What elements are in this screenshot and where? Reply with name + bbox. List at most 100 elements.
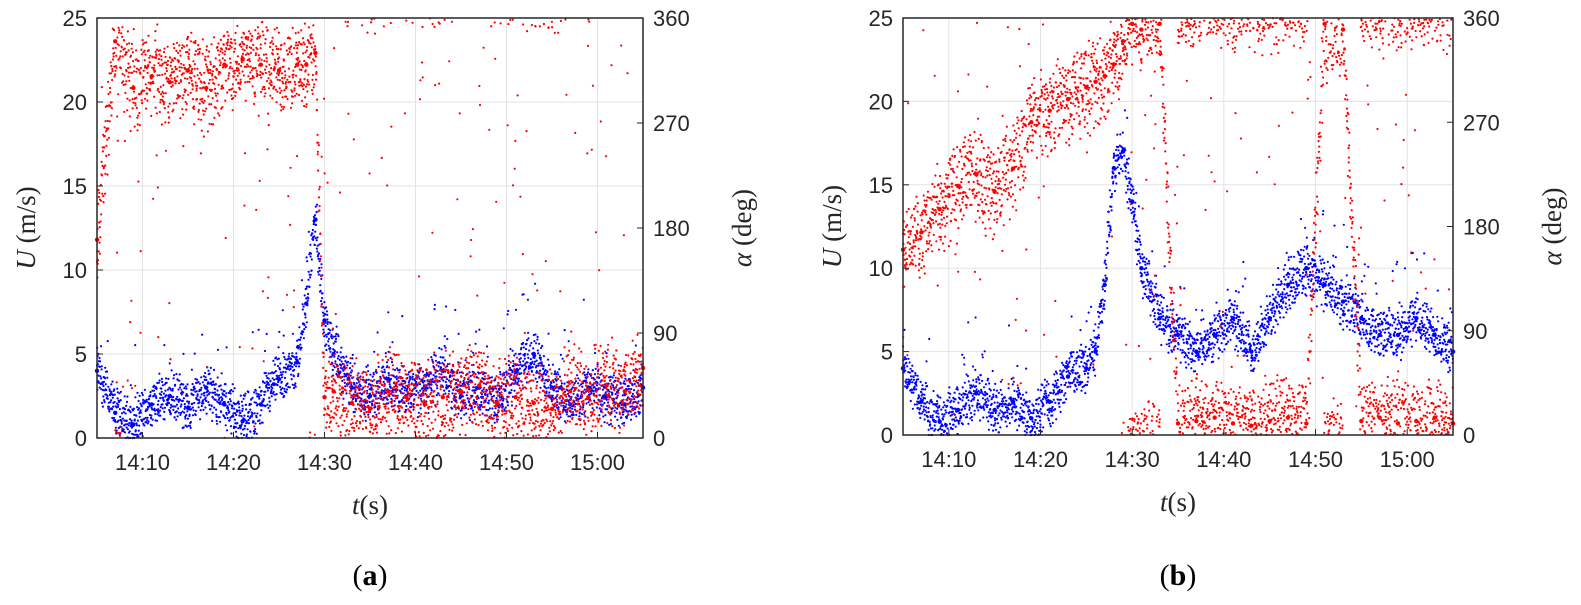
wind-direction-point xyxy=(234,91,238,94)
wind-direction-point xyxy=(564,18,567,21)
wind-speed-point xyxy=(113,400,116,404)
wind-direction-point xyxy=(162,50,166,54)
wind-direction-point xyxy=(466,391,469,394)
wind-direction-point xyxy=(549,394,553,397)
wind-speed-point xyxy=(549,384,552,387)
wind-speed-point xyxy=(405,387,409,391)
wind-speed-point xyxy=(632,389,636,392)
wind-direction-point xyxy=(478,366,481,369)
wind-speed-point xyxy=(339,351,342,354)
wind-speed-point xyxy=(571,407,574,410)
wind-direction-point xyxy=(152,75,155,78)
wind-direction-point xyxy=(466,380,469,384)
wind-direction-point xyxy=(322,352,325,355)
wind-direction-point xyxy=(284,74,287,77)
wind-direction-point xyxy=(451,429,454,432)
wind-speed-point xyxy=(307,297,310,300)
wind-direction-point xyxy=(308,56,311,59)
wind-speed-point xyxy=(222,415,226,418)
wind-direction-point xyxy=(555,375,558,378)
wind-speed-point xyxy=(514,352,517,355)
wind-direction-point xyxy=(99,236,102,239)
wind-speed-point xyxy=(100,401,104,404)
wind-direction-point xyxy=(551,26,554,29)
wind-direction-point xyxy=(297,56,300,60)
wind-direction-point xyxy=(491,427,494,430)
wind-speed-point xyxy=(314,223,318,226)
wind-direction-point xyxy=(393,385,396,389)
wind-direction-point xyxy=(557,417,560,420)
wind-direction-point xyxy=(258,179,261,182)
wind-direction-point xyxy=(481,406,484,409)
wind-direction-point xyxy=(184,89,187,92)
wind-direction-point xyxy=(365,373,368,376)
wind-speed-point xyxy=(436,387,439,390)
wind-direction-point xyxy=(438,368,441,372)
wind-speed-point xyxy=(433,381,436,384)
wind-speed-point xyxy=(273,378,276,381)
wind-direction-point xyxy=(180,46,184,50)
wind-speed-point xyxy=(181,399,184,402)
wind-direction-point xyxy=(425,435,428,438)
wind-direction-point xyxy=(489,381,492,384)
wind-speed-point xyxy=(218,416,221,419)
wind-direction-point xyxy=(100,174,104,177)
wind-direction-point xyxy=(171,68,174,71)
wind-speed-point xyxy=(527,356,530,359)
wind-direction-point xyxy=(370,426,373,429)
wind-direction-point xyxy=(264,42,267,45)
wind-direction-point xyxy=(538,391,541,394)
wind-direction-point xyxy=(379,392,382,395)
wind-direction-point xyxy=(261,290,264,293)
wind-direction-point xyxy=(162,84,165,87)
wind-direction-point xyxy=(315,109,318,112)
wind-speed-point xyxy=(557,406,560,409)
wind-direction-point xyxy=(441,415,444,418)
wind-speed-point xyxy=(130,423,133,426)
wind-direction-point xyxy=(457,407,460,410)
wind-speed-point xyxy=(427,395,430,398)
wind-direction-point xyxy=(272,42,275,46)
wind-speed-point xyxy=(364,419,367,422)
wind-direction-point xyxy=(301,82,304,85)
wind-speed-point xyxy=(158,372,161,375)
wind-speed-point xyxy=(149,394,152,397)
wind-speed-point xyxy=(185,387,188,390)
wind-direction-point xyxy=(314,48,317,51)
wind-direction-point xyxy=(291,90,294,93)
wind-direction-point xyxy=(314,53,317,56)
wind-direction-point xyxy=(179,54,182,57)
wind-direction-point xyxy=(294,83,297,86)
wind-direction-point xyxy=(477,408,480,411)
wind-direction-point xyxy=(274,67,277,70)
wind-direction-point xyxy=(335,405,338,408)
wind-direction-point xyxy=(460,375,463,378)
wind-direction-point xyxy=(120,32,123,35)
wind-direction-point xyxy=(296,58,299,62)
wind-direction-point xyxy=(573,343,576,346)
wind-direction-point xyxy=(303,22,306,25)
wind-speed-point xyxy=(634,344,638,347)
wind-speed-point xyxy=(341,379,344,382)
wind-direction-point xyxy=(199,71,202,74)
wind-direction-point xyxy=(574,396,578,399)
wind-direction-point xyxy=(295,51,298,54)
wind-speed-point xyxy=(204,396,207,399)
wind-direction-point xyxy=(351,365,354,368)
wind-direction-point xyxy=(576,361,579,365)
wind-speed-point xyxy=(255,432,258,435)
wind-direction-point xyxy=(361,427,364,431)
wind-speed-point xyxy=(146,422,149,425)
wind-direction-point xyxy=(167,111,170,114)
wind-direction-point xyxy=(115,381,118,384)
wind-direction-point xyxy=(373,378,376,381)
wind-speed-point xyxy=(370,386,373,389)
wind-speed-point xyxy=(443,359,447,362)
wind-speed-point xyxy=(241,409,244,412)
wind-speed-point xyxy=(268,404,272,407)
wind-speed-point xyxy=(336,351,339,354)
wind-direction-point xyxy=(116,431,120,434)
wind-direction-point xyxy=(160,55,163,58)
wind-direction-point xyxy=(424,375,427,378)
wind-speed-point xyxy=(433,308,436,311)
